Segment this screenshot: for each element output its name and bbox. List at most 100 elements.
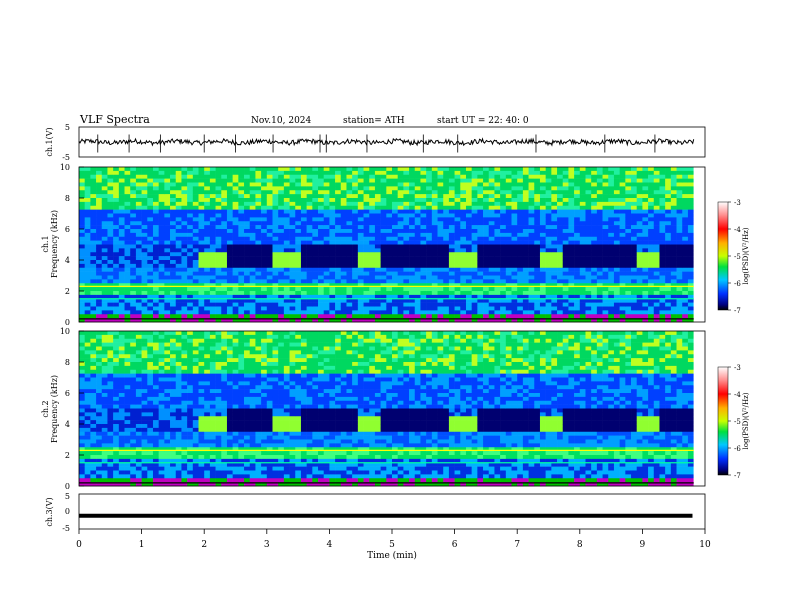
spectrogram-cell <box>96 178 103 183</box>
spectrogram-cell <box>113 377 120 382</box>
spectrogram-cell <box>517 267 524 272</box>
spectrogram-cell <box>591 275 598 280</box>
spectrogram-cell <box>460 314 467 319</box>
spectrogram-cell <box>562 256 569 261</box>
spectrogram-cell <box>545 174 552 179</box>
spectrogram-cell <box>545 294 552 300</box>
spectrogram-cell <box>477 294 484 300</box>
spectrogram-cell <box>101 263 108 269</box>
spectrogram-cell <box>488 240 495 245</box>
spectrogram-cell <box>619 256 626 261</box>
spectrogram-cell <box>596 291 603 296</box>
spectrogram-cell <box>631 229 638 234</box>
spectrogram-cell <box>204 205 211 210</box>
spectrogram-cell <box>300 271 307 276</box>
spectrogram-cell <box>670 306 677 311</box>
spectrogram-cell <box>437 225 444 230</box>
spectrogram-cell <box>363 167 370 172</box>
spectrogram-cell <box>642 291 649 296</box>
spectrogram-cell <box>386 306 393 311</box>
spectrogram-cell <box>306 182 313 187</box>
spectrogram-cell <box>295 271 302 276</box>
spectrogram-cell <box>426 225 433 230</box>
spectrogram-cell <box>90 186 97 191</box>
spectrogram-cell <box>562 244 569 249</box>
spectrogram-cell <box>517 217 524 222</box>
spectrogram-cell <box>403 256 410 261</box>
spectrogram-cell <box>340 263 347 269</box>
spectrogram-cell <box>528 275 535 280</box>
spectrogram-cell <box>409 240 416 245</box>
spectrogram-cell <box>323 294 330 300</box>
spectrogram-cell <box>591 256 598 261</box>
spectrogram-cell <box>528 174 535 179</box>
spectrogram-cell <box>244 236 251 241</box>
spectrogram-cell <box>625 267 632 272</box>
spectrogram-cell <box>670 209 677 214</box>
spectrogram-cell <box>636 201 643 207</box>
spectrogram-cell <box>602 205 609 210</box>
spectrogram-cell <box>96 232 103 238</box>
spectrogram-cell <box>625 260 632 265</box>
ch1-ylabel: ch.1(V) <box>45 127 54 156</box>
spectrogram-cell <box>494 248 501 253</box>
spectrogram-cell <box>124 447 131 452</box>
spectrogram-cell <box>272 236 279 241</box>
spectrogram-cell <box>414 263 421 269</box>
spectrogram-cell <box>631 263 638 269</box>
spectrogram-cell <box>283 213 290 218</box>
spectrogram-cell <box>369 263 376 269</box>
spectrogram-cell <box>676 302 683 307</box>
spectrogram-cell <box>272 283 279 288</box>
spectrogram-cell <box>528 298 535 303</box>
spectrogram-cell <box>454 240 461 245</box>
spectrogram-cell <box>289 310 296 315</box>
ch1-waveform-trace <box>78 137 695 147</box>
spectrogram-cell <box>192 291 199 296</box>
spectrogram-cell <box>596 217 603 222</box>
spectrogram-cell <box>295 294 302 300</box>
spectrogram-cell <box>272 229 279 234</box>
spectrogram-cell <box>693 248 700 253</box>
spectrogram-cell <box>164 310 171 315</box>
spectrogram-cell <box>619 314 626 319</box>
spectrogram-cell <box>528 182 535 187</box>
spectrogram-cell <box>431 310 438 315</box>
spectrogram-cell <box>96 350 103 355</box>
spectrogram-cell <box>409 205 416 210</box>
spectrogram-cell <box>164 201 171 207</box>
spectrogram-cell <box>403 252 410 257</box>
spectrogram-cell <box>522 314 529 319</box>
spectrogram-cell <box>352 298 359 303</box>
spectrogram-cell <box>181 314 188 319</box>
spectrogram-cell <box>551 248 558 253</box>
spectrogram-cell <box>113 424 120 429</box>
spectrogram-cell <box>84 466 91 471</box>
spectrogram-cell <box>511 279 518 284</box>
spectrogram-cell <box>340 236 347 241</box>
spectrogram-cell <box>135 252 142 257</box>
spectrogram-cell <box>289 190 296 195</box>
spectrogram-cell <box>357 244 364 249</box>
spectrogram-cell <box>574 205 581 210</box>
spectrogram-cell <box>471 275 478 280</box>
spectrogram-cell <box>483 232 490 238</box>
spectrogram-cell <box>175 174 182 179</box>
spectrogram-cell <box>113 427 120 433</box>
spectrogram-cell <box>471 302 478 307</box>
spectrogram-cell <box>152 256 159 261</box>
spectrogram-cell <box>352 306 359 311</box>
spectrogram-cell <box>471 182 478 187</box>
spectrogram-cell <box>517 252 524 257</box>
spectrogram-cell <box>329 240 336 245</box>
spectrogram-cell <box>380 256 387 261</box>
spectrogram-cell <box>619 263 626 269</box>
spectrogram-cell <box>602 244 609 249</box>
spectrogram-cell <box>289 178 296 183</box>
spectrogram-cell <box>602 248 609 253</box>
spectrogram-cell <box>591 221 598 226</box>
spectrogram-cell <box>676 170 683 176</box>
spectrogram-cell <box>460 298 467 303</box>
spectrogram-cell <box>158 205 165 210</box>
spectrogram-cell <box>448 267 455 272</box>
